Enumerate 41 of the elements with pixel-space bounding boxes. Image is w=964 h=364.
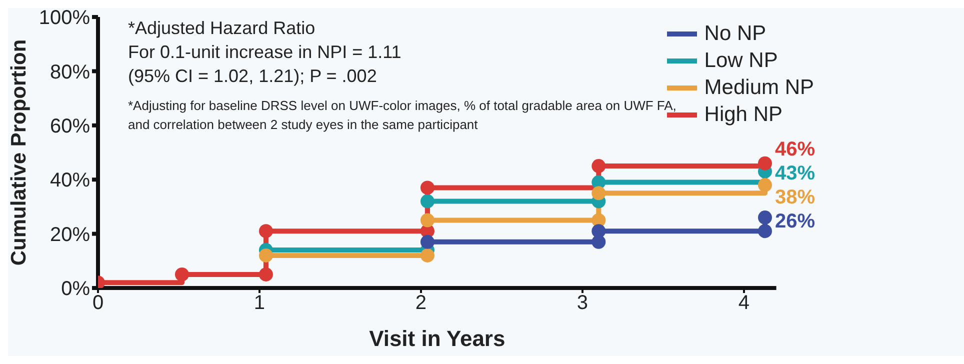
point [758, 224, 772, 238]
y-tick-label: 20% [50, 224, 90, 246]
y-tick-label: 100% [38, 7, 90, 30]
x-tick-label: 4 [738, 292, 750, 314]
data-label: 43% [774, 162, 816, 184]
point [258, 248, 273, 262]
point [420, 194, 434, 208]
point [758, 178, 772, 192]
x-tick-label: 0 [92, 292, 104, 314]
x-tick-label: 3 [576, 292, 588, 314]
y-tick-label: 60% [50, 116, 90, 138]
legend-label: Medium NP [704, 76, 814, 100]
point [758, 210, 772, 225]
point [174, 267, 189, 282]
point [420, 180, 434, 195]
point [592, 159, 606, 174]
point [258, 224, 273, 238]
data-label: 38% [774, 186, 816, 208]
data-label: 26% [774, 210, 816, 232]
annotation: *Adjusting for baseline DRSS level on UWF-color images, % of total gradable area on UWF FA, and correlation between 2 study eyes in the same participant [128, 97, 678, 134]
point [258, 267, 273, 282]
point [420, 248, 434, 262]
point [592, 186, 606, 200]
annotation: For 0.1-unit increase in NPI = 1.11 [128, 41, 402, 64]
annotation: *Adjusted Hazard Ratio [128, 17, 316, 40]
y-tick-label: 0% [61, 278, 90, 300]
legend-label: Low NP [704, 48, 778, 72]
legend-label: High NP [704, 102, 782, 126]
point [758, 156, 772, 170]
data-label: 46% [774, 138, 816, 160]
x-tick-label: 1 [254, 292, 266, 314]
point [592, 224, 606, 238]
point [420, 213, 434, 228]
y-tick-label: 80% [50, 61, 90, 84]
x-axis-title: Visit in Years [369, 326, 506, 351]
legend-label: No NP [704, 22, 766, 46]
y-tick-label: 40% [50, 170, 90, 192]
x-tick-label: 2 [415, 292, 427, 314]
point [420, 234, 434, 249]
y-axis-title: Cumulative Proportion [7, 39, 30, 266]
annotation: (95% CI = 1.02, 1.21); P = .002 [128, 65, 378, 88]
